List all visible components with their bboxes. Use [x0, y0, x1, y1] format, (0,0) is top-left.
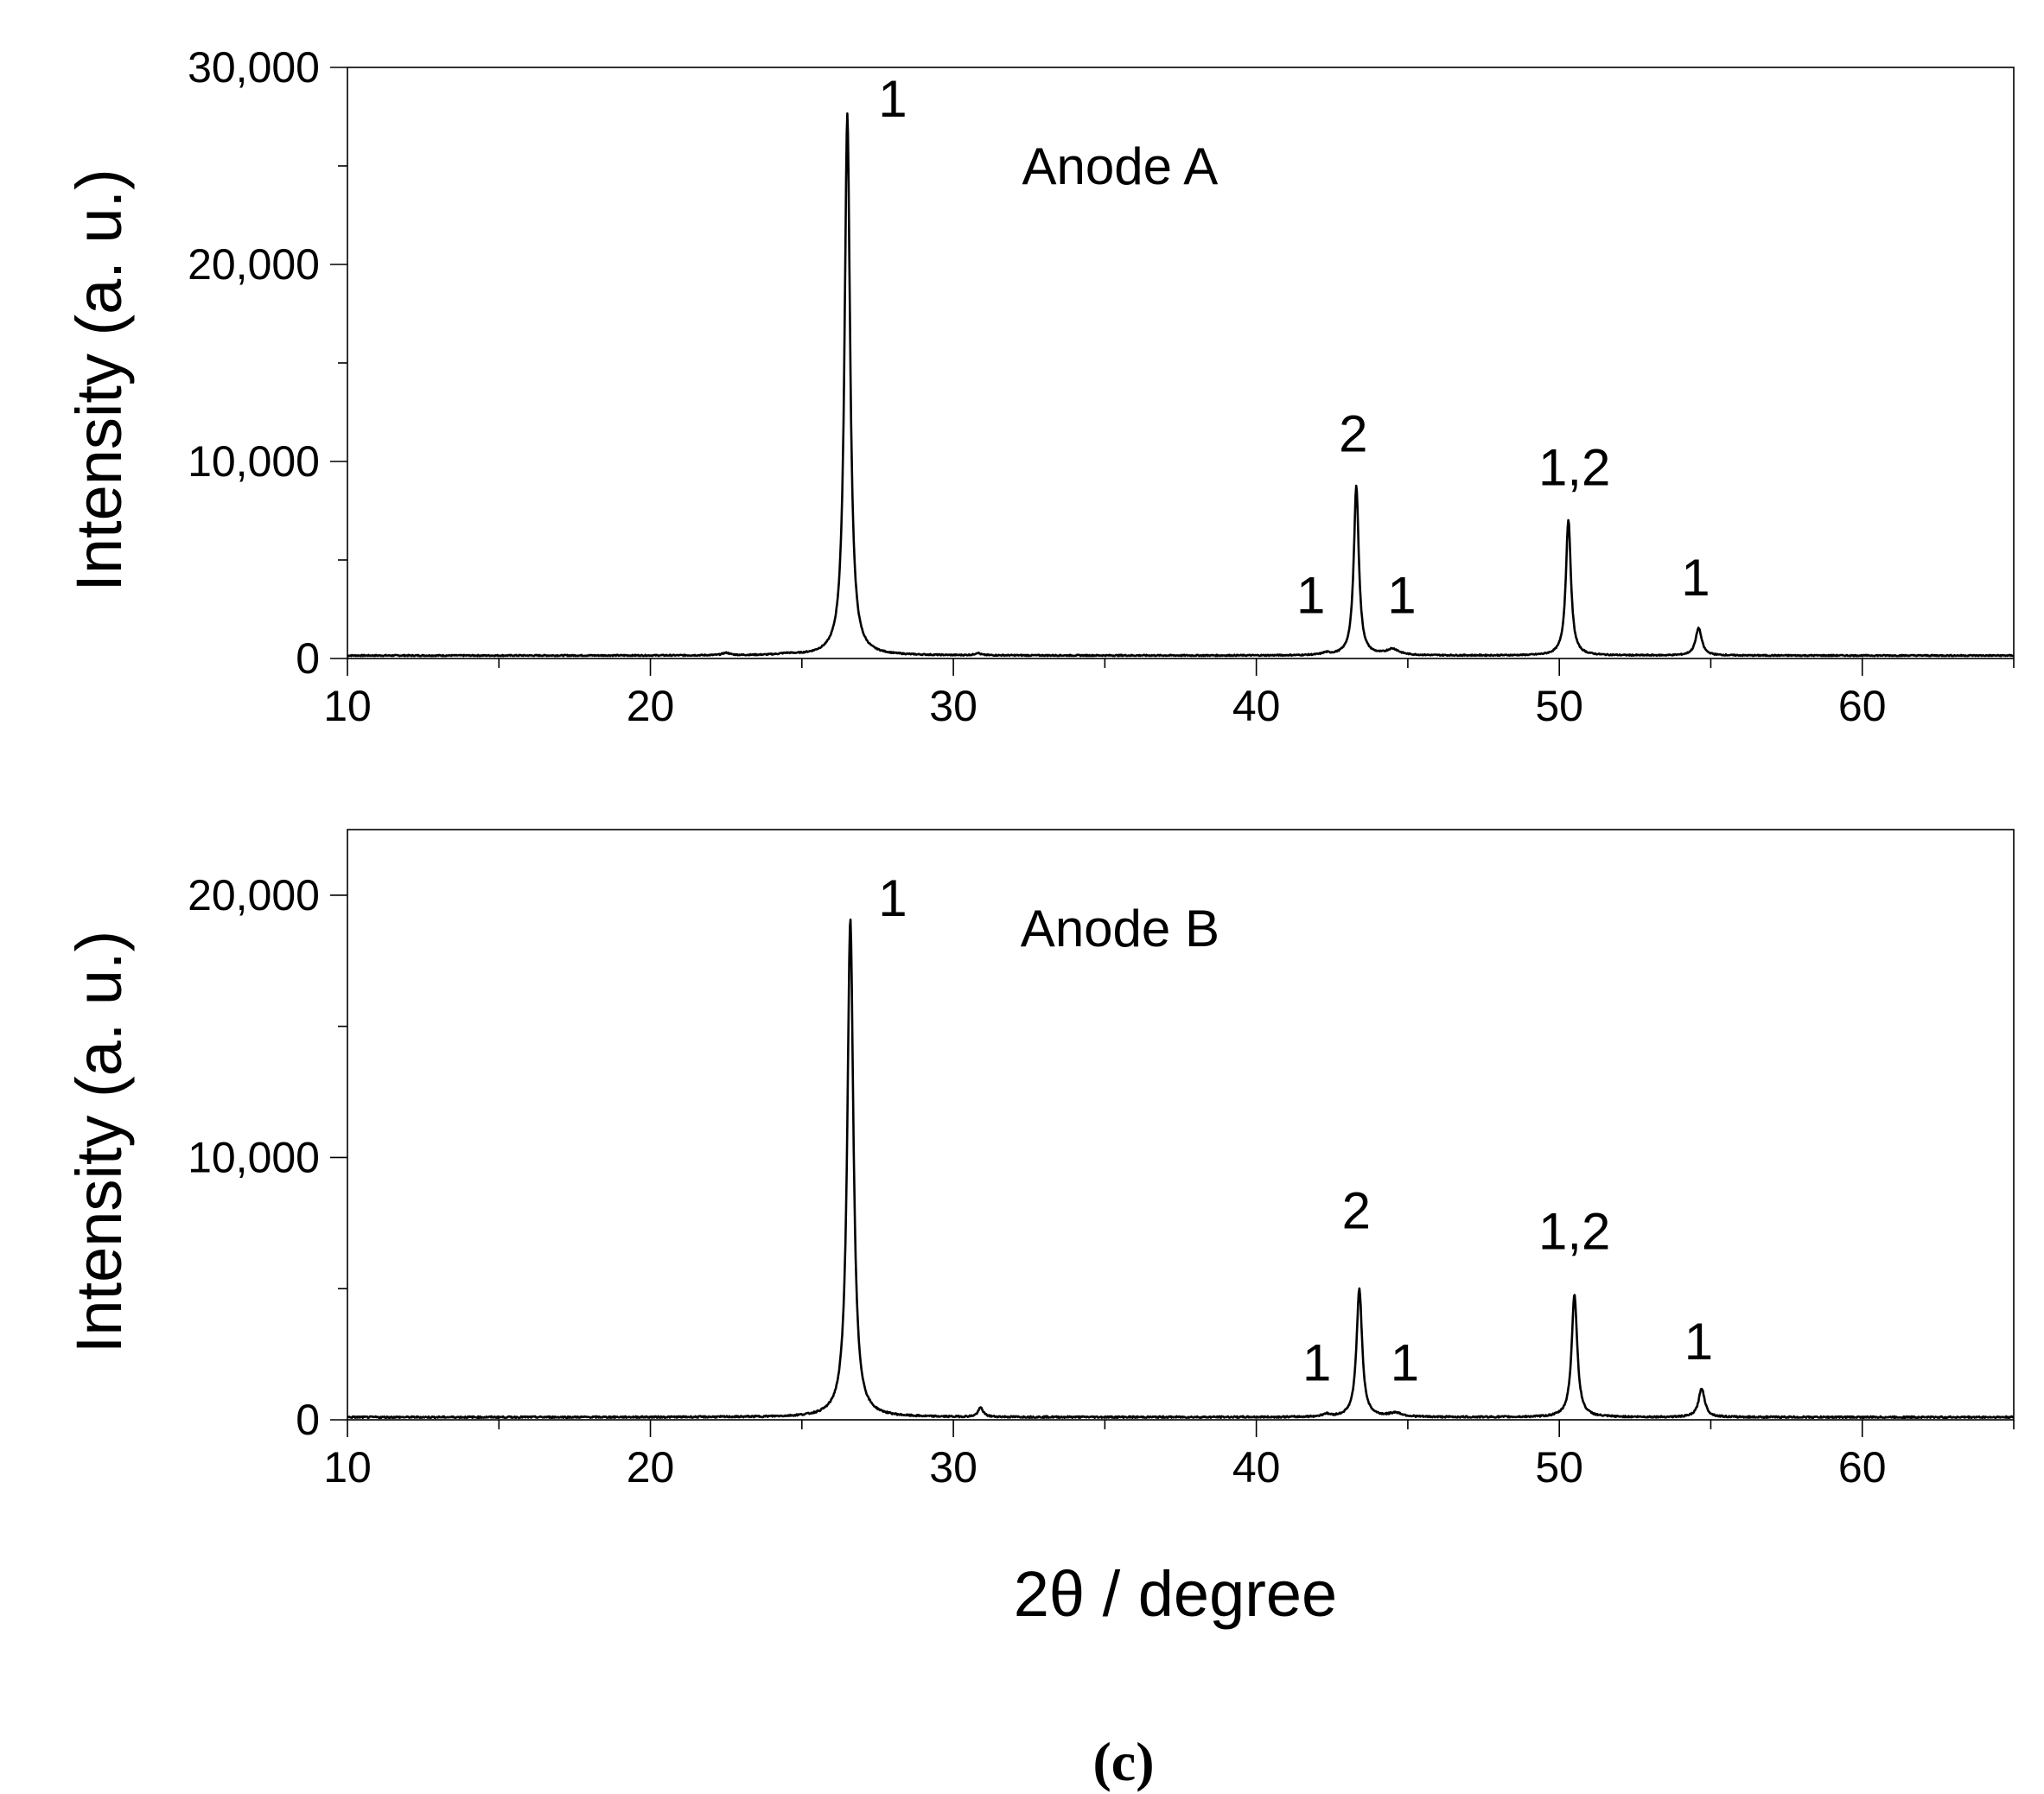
peak-annotation: 1 [1684, 1313, 1713, 1371]
y-tick-label: 30,000 [188, 43, 320, 92]
peak-annotation: 2 [1339, 405, 1367, 463]
y-axis-title: Intensity (a. u.) [63, 931, 135, 1353]
y-tick-label: 10,000 [188, 437, 320, 486]
peak-annotation: 1,2 [1538, 1203, 1610, 1261]
x-tick-label: 30 [929, 682, 977, 730]
peak-annotation: 1 [878, 70, 907, 128]
peak-annotation: 1 [1391, 1333, 1419, 1391]
y-axis-title: Intensity (a. u.) [63, 169, 135, 591]
panel-anode-b: 10 20 30 40 50 60 0 10,000 20,000 Intensity (a. u… [63, 829, 2015, 1492]
panel-anode-a: 10 20 30 40 50 60 0 10,000 20,000 30,000 Intensity… [63, 43, 2015, 730]
peak-annotation: 2 [1342, 1181, 1371, 1239]
peak-annotation: 1,2 [1538, 438, 1610, 496]
x-tick-label: 60 [1838, 682, 1887, 730]
peak-annotation: 1 [878, 869, 907, 927]
x-tick-label: 50 [1535, 1443, 1583, 1492]
y-tick-label: 0 [296, 1396, 320, 1444]
y-tick-label: 10,000 [188, 1133, 320, 1181]
panel-label: Anode A [1022, 137, 1218, 195]
peak-annotation: 1 [1302, 1333, 1331, 1391]
diffraction-pattern-line [347, 918, 2015, 1420]
x-tick-label: 10 [323, 682, 372, 730]
x-tick-label: 20 [627, 682, 675, 730]
x-tick-label: 20 [627, 1443, 675, 1492]
x-tick-label: 50 [1535, 682, 1583, 730]
peak-annotation: 1 [1296, 567, 1325, 625]
peak-annotation: 1 [1681, 549, 1710, 607]
x-tick-label: 30 [929, 1443, 977, 1492]
x-tick-label: 40 [1232, 682, 1281, 730]
y-tick-label: 20,000 [188, 240, 320, 289]
peak-annotation: 1 [1387, 567, 1416, 625]
figure-caption: (c) [1092, 1731, 1154, 1792]
x-tick-label: 40 [1232, 1443, 1281, 1492]
x-tick-label: 60 [1838, 1443, 1887, 1492]
plot-frame [347, 829, 2015, 1421]
y-tick-label: 0 [296, 634, 320, 683]
x-axis-title: 2θ / degree [1014, 1558, 1337, 1630]
y-tick-label: 20,000 [188, 871, 320, 919]
panel-label: Anode B [1021, 900, 1219, 957]
x-tick-label: 10 [323, 1443, 372, 1492]
diffraction-pattern-line [347, 112, 2015, 658]
